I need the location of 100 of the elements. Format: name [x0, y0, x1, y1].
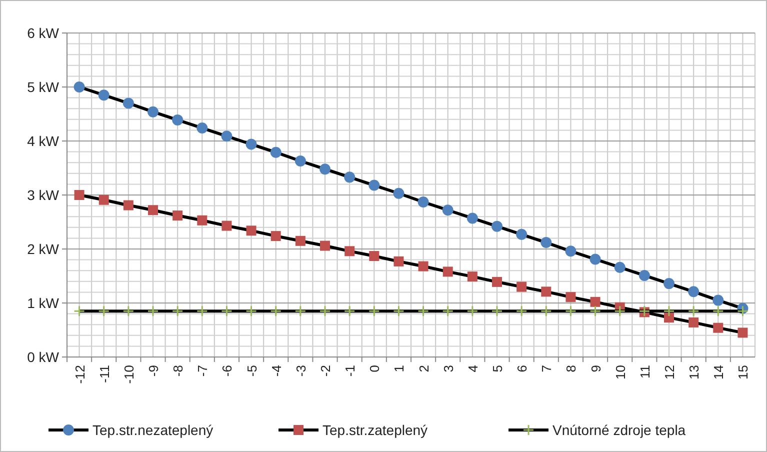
- point: [196, 122, 208, 134]
- point: [564, 305, 576, 317]
- point: [74, 190, 84, 200]
- point: [736, 305, 748, 317]
- point: [344, 172, 356, 183]
- point: [516, 282, 527, 292]
- y-tick-label: 2 kW: [27, 240, 60, 257]
- point: [688, 305, 700, 317]
- point: [344, 305, 356, 317]
- point: [270, 231, 281, 242]
- point: [344, 246, 355, 256]
- point: [516, 228, 528, 240]
- point: [369, 251, 380, 262]
- point: [74, 82, 85, 92]
- point: [590, 254, 601, 265]
- x-tick-label: 5: [490, 365, 505, 372]
- x-tick-label: -3: [293, 365, 308, 377]
- point: [565, 246, 576, 257]
- x-tick-label: 15: [736, 365, 751, 380]
- x-tick-label: -11: [96, 365, 112, 383]
- point: [541, 286, 552, 297]
- y-tick-label: 6 kW: [27, 24, 60, 41]
- point: [319, 305, 331, 317]
- point: [368, 305, 380, 317]
- point: [246, 226, 256, 236]
- point: [467, 272, 478, 282]
- point: [540, 305, 552, 317]
- x-tick-label: 11: [637, 365, 652, 378]
- point: [320, 240, 330, 251]
- x-tick-label: 10: [612, 365, 628, 380]
- x-tick-label: 14: [711, 365, 726, 380]
- point: [418, 305, 430, 317]
- point: [418, 261, 428, 272]
- x-tick-label: 13: [686, 365, 702, 380]
- point: [294, 155, 306, 166]
- point: [148, 205, 158, 216]
- point: [294, 305, 306, 317]
- point: [98, 194, 109, 205]
- point: [220, 305, 232, 317]
- point: [122, 98, 134, 109]
- point: [418, 196, 429, 208]
- point: [196, 305, 208, 317]
- point: [123, 200, 134, 210]
- x-tick-label: 1: [392, 365, 407, 372]
- point: [98, 90, 110, 101]
- point: [393, 188, 404, 199]
- point: [147, 305, 159, 317]
- point: [614, 305, 626, 317]
- point: [712, 305, 724, 317]
- point: [540, 237, 552, 248]
- point: [664, 312, 674, 323]
- point: [221, 130, 232, 142]
- point: [466, 305, 478, 317]
- point: [246, 138, 257, 150]
- point: [466, 212, 478, 224]
- point: [663, 305, 675, 317]
- point: [713, 322, 724, 333]
- point: [270, 146, 282, 158]
- x-tick-label: -4: [268, 365, 284, 377]
- point: [197, 215, 208, 226]
- x-tick-label: -5: [244, 365, 260, 377]
- y-tick-label: 4 kW: [27, 132, 60, 149]
- point: [442, 305, 454, 317]
- point: [590, 305, 602, 317]
- point: [688, 286, 700, 298]
- point: [491, 305, 503, 317]
- point: [246, 305, 258, 317]
- point: [566, 292, 576, 302]
- point: [492, 276, 502, 287]
- point: [172, 305, 184, 317]
- point: [638, 270, 650, 281]
- y-tick-label: 3 kW: [27, 186, 60, 203]
- x-tick-label: -8: [170, 365, 186, 377]
- point: [442, 266, 453, 277]
- x-tick-label: 2: [416, 365, 432, 372]
- legend-label: Vnútorné zdroje tepla: [552, 422, 686, 438]
- point: [394, 256, 404, 266]
- point: [74, 305, 86, 317]
- x-tick-label: -9: [146, 365, 161, 377]
- x-tick-label: -7: [195, 365, 210, 377]
- point: [664, 278, 674, 290]
- point: [368, 180, 380, 191]
- point: [442, 204, 454, 216]
- x-tick-label: -6: [220, 365, 235, 377]
- point: [688, 317, 699, 328]
- point: [122, 305, 134, 317]
- x-tick-label: 4: [465, 365, 480, 372]
- legend-label: Tep.str.zateplený: [322, 422, 428, 438]
- point: [712, 294, 724, 306]
- point: [270, 305, 282, 317]
- x-tick-label: 12: [662, 365, 677, 380]
- y-tick-label: 1 kW: [27, 294, 60, 311]
- x-tick-label: 3: [440, 365, 456, 372]
- y-tick-label: 5 kW: [27, 78, 60, 95]
- point: [738, 328, 748, 338]
- x-tick-label: 7: [539, 365, 554, 372]
- point: [516, 305, 528, 317]
- point: [98, 305, 110, 317]
- x-tick-label: 0: [367, 365, 382, 372]
- point: [222, 220, 232, 231]
